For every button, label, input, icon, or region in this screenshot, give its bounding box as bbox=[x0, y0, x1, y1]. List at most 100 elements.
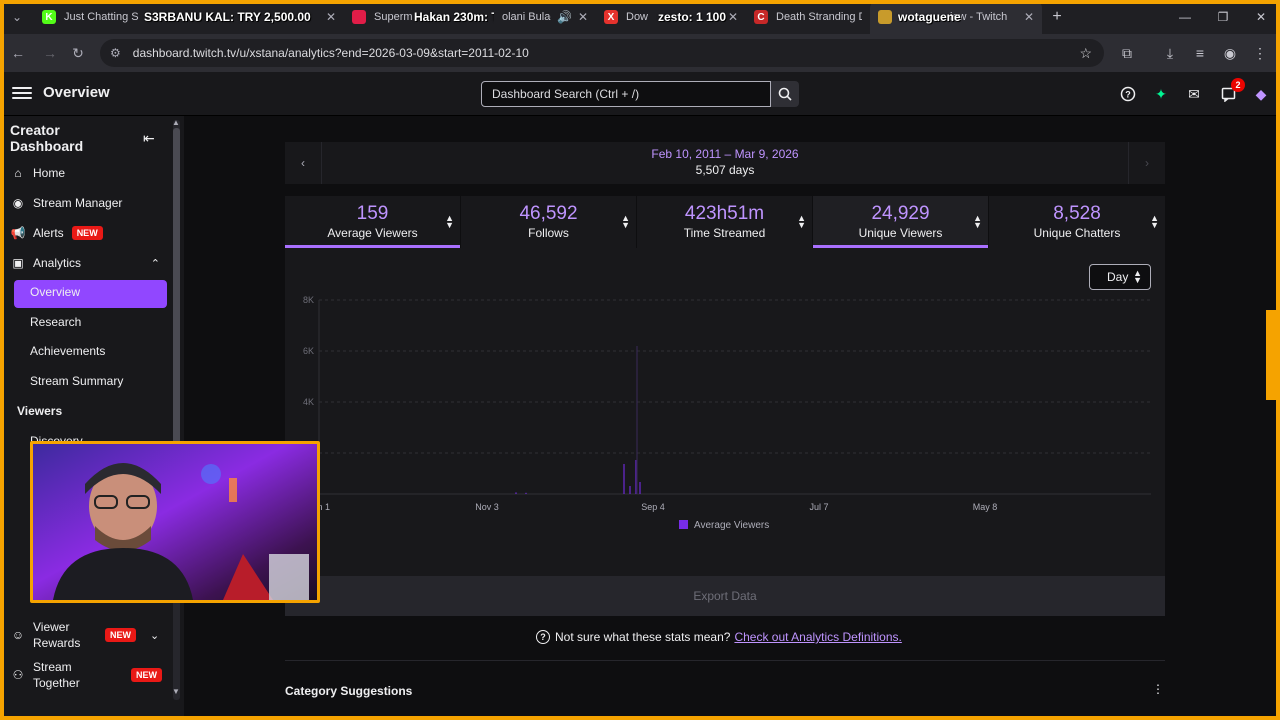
sort-icon: ▲ ▼ bbox=[445, 213, 454, 230]
back-icon[interactable]: ← bbox=[11, 45, 25, 61]
stat-time-streamed[interactable]: 423h51m Time Streamed ▲ ▼ bbox=[637, 196, 813, 248]
donation-overlay-text: S3RBANU KAL: TRY 2,500.00 bbox=[144, 10, 311, 24]
twitch-favicon-icon bbox=[878, 10, 892, 24]
tab-search-dropdown-icon[interactable]: ⌄ bbox=[11, 10, 23, 24]
window-close-icon[interactable]: ✕ bbox=[1255, 10, 1267, 24]
divider bbox=[321, 142, 322, 184]
dashboard-search-input[interactable] bbox=[481, 81, 771, 107]
chevron-up-icon: ⌃ bbox=[150, 257, 160, 270]
next-range-icon[interactable]: › bbox=[1145, 156, 1149, 170]
stat-average-viewers[interactable]: 159 Average Viewers ▲ ▼ bbox=[285, 196, 461, 248]
x-tick-label: Jul 7 bbox=[809, 502, 828, 512]
browser-tab-strip: ⌄ K Just Chatting S ✕ S3RBANU KAL: TRY 2… bbox=[0, 0, 1280, 34]
notification-count-badge: 2 bbox=[1231, 78, 1245, 92]
stream-together-icon: ⚇ bbox=[12, 668, 24, 682]
scrollbar-thumb[interactable] bbox=[173, 128, 180, 448]
sidebar-active-highlight bbox=[14, 280, 167, 308]
scroll-up-icon[interactable]: ▲ bbox=[172, 118, 180, 127]
browser-tab[interactable]: K Just Chatting S ✕ S3RBANU KAL: TRY 2,5… bbox=[34, 0, 344, 34]
page-title: Overview bbox=[43, 84, 110, 101]
chart-bar bbox=[635, 460, 637, 494]
stat-unique-chatters[interactable]: 8,528 Unique Chatters ▲ ▼ bbox=[989, 196, 1165, 248]
section-divider bbox=[285, 660, 1165, 661]
browser-tab[interactable]: olani Bulaca 🔊 ✕ bbox=[502, 10, 588, 24]
sidebar-item-home[interactable]: ⌂ Home bbox=[10, 160, 65, 186]
browser-tab[interactable]: X Dow ✕ zesto: 1 100 bbox=[596, 0, 746, 34]
sort-icon: ▲ ▼ bbox=[1150, 213, 1159, 230]
sidebar-item-achievements[interactable]: Achievements bbox=[30, 344, 106, 358]
profile-avatar-icon[interactable]: ◉ bbox=[1223, 44, 1237, 61]
sidebar-section-viewers[interactable]: Viewers bbox=[17, 404, 63, 418]
interval-select[interactable]: Day ▲ ▼ bbox=[1089, 264, 1151, 290]
forward-icon[interactable]: → bbox=[43, 45, 57, 61]
chart-bar bbox=[623, 464, 625, 494]
category-suggestions-title: Category Suggestions bbox=[285, 684, 413, 698]
analytics-overview-main: ‹ Feb 10, 2011 – Mar 9, 2026 5,507 days … bbox=[184, 116, 1280, 720]
legend-label: Average Viewers bbox=[694, 520, 769, 531]
date-range-selector[interactable]: ‹ Feb 10, 2011 – Mar 9, 2026 5,507 days … bbox=[285, 142, 1165, 184]
sidebar-item-analytics[interactable]: ▣ Analytics ⌃ bbox=[10, 250, 160, 276]
y-tick-label: 6K bbox=[303, 346, 314, 356]
streamer-video-image bbox=[33, 444, 317, 600]
y-tick-label: 4K bbox=[303, 397, 314, 407]
legend-swatch bbox=[679, 520, 688, 529]
menu-hamburger-icon[interactable] bbox=[12, 84, 32, 104]
crown-sparkle-icon[interactable]: ✦ bbox=[1155, 85, 1167, 102]
user-avatar-icon[interactable]: ◆ bbox=[1255, 85, 1267, 102]
x-tick-label: Sep 4 bbox=[641, 502, 665, 512]
search-button[interactable] bbox=[771, 81, 799, 107]
sidebar-item-viewer-rewards[interactable]: ☺ Viewer Rewards NEW ⌄ bbox=[11, 620, 160, 650]
help-question-icon: ? bbox=[536, 630, 550, 644]
bookmark-star-icon[interactable]: ☆ bbox=[1079, 44, 1092, 61]
browser-tab[interactable]: Superm Hakan 230m: TRY 31.00 bbox=[344, 0, 494, 34]
reading-list-icon[interactable]: ≡ bbox=[1195, 45, 1205, 61]
tab-close-icon[interactable]: ✕ bbox=[577, 10, 588, 24]
url-field[interactable]: ⚙ dashboard.twitch.tv/u/xstana/analytics… bbox=[100, 39, 1104, 67]
browser-tab-active[interactable]: iew - Twitch ✕ wotaguene bbox=[870, 0, 1042, 34]
browser-tab[interactable]: C Death Stranding Dire bbox=[746, 0, 870, 34]
sidebar-item-stream-summary[interactable]: Stream Summary bbox=[30, 374, 124, 388]
scroll-down-icon[interactable]: ▼ bbox=[172, 687, 180, 696]
downloads-icon[interactable]: ⤓ bbox=[1166, 44, 1174, 61]
sidebar-item-alerts[interactable]: 📢 Alerts NEW bbox=[10, 220, 103, 246]
inbox-icon[interactable]: ✉ bbox=[1188, 85, 1200, 102]
sidebar-item-overview[interactable]: Overview bbox=[30, 285, 81, 299]
stream-frame-accent bbox=[1266, 310, 1280, 400]
chart-bar bbox=[515, 492, 517, 494]
creator-dashboard-sidebar: Creator Dashboard ⇤ ⌂ Home ◉ Stream Mana… bbox=[0, 116, 184, 720]
donation-overlay-text: zesto: 1 100 bbox=[658, 10, 727, 24]
sidebar-item-stream-manager[interactable]: ◉ Stream Manager bbox=[10, 190, 123, 216]
sidebar-item-stream-together[interactable]: ⚇ Stream Together NEW bbox=[10, 658, 162, 692]
browser-menu-icon[interactable]: ⋮ bbox=[1253, 44, 1267, 61]
minimize-icon[interactable]: — bbox=[1179, 10, 1191, 24]
export-data-button[interactable]: Export Data bbox=[285, 576, 1165, 616]
extensions-icon[interactable]: ⧉ bbox=[1122, 44, 1132, 61]
new-badge: NEW bbox=[105, 628, 136, 642]
tab-close-icon[interactable]: ✕ bbox=[727, 10, 738, 24]
home-icon: ⌂ bbox=[14, 166, 22, 180]
donation-overlay-text: wotaguene bbox=[898, 10, 961, 24]
previous-range-icon[interactable]: ‹ bbox=[301, 156, 305, 170]
stat-unique-viewers[interactable]: 24,929 Unique Viewers ▲ ▼ bbox=[813, 196, 989, 248]
alerts-icon: 📢 bbox=[10, 226, 26, 240]
collapse-sidebar-icon[interactable]: ⇤ bbox=[143, 130, 155, 146]
chevron-down-icon: ⌄ bbox=[150, 629, 160, 642]
more-options-icon[interactable]: ⋮ bbox=[1152, 682, 1164, 696]
site-info-icon[interactable]: ⚙ bbox=[110, 46, 121, 60]
notifications-icon[interactable] bbox=[1217, 83, 1239, 105]
sidebar-scrollbar[interactable] bbox=[173, 120, 180, 700]
dashboard-top-nav: Overview ? ✦ ✉ ◆ bbox=[0, 72, 1280, 116]
tab-close-icon[interactable]: ✕ bbox=[1023, 10, 1034, 24]
tab-close-icon[interactable]: ✕ bbox=[325, 10, 336, 24]
date-range-text[interactable]: Feb 10, 2011 – Mar 9, 2026 bbox=[651, 147, 799, 161]
sidebar-item-research[interactable]: Research bbox=[30, 315, 82, 329]
help-icon[interactable]: ? bbox=[1117, 83, 1139, 105]
stat-follows[interactable]: 46,592 Follows ▲ ▼ bbox=[461, 196, 637, 248]
reload-icon[interactable]: ↻ bbox=[72, 44, 84, 61]
sort-icon: ▲ ▼ bbox=[973, 213, 982, 230]
analytics-definitions-link[interactable]: Check out Analytics Definitions. bbox=[734, 630, 902, 644]
restore-icon[interactable]: ❐ bbox=[1217, 10, 1229, 24]
new-tab-icon[interactable]: + bbox=[1052, 8, 1062, 25]
new-badge: NEW bbox=[131, 668, 162, 682]
